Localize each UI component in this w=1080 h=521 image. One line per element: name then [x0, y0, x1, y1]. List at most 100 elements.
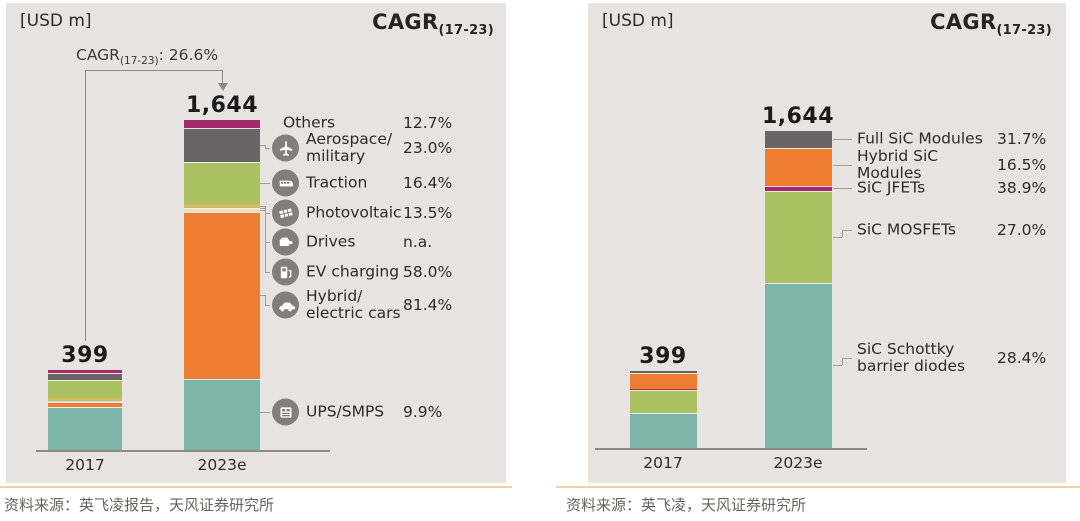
total-label-2017: 399 — [61, 342, 109, 368]
leader-line-aerospace-military — [265, 144, 266, 148]
legend-label-hybrid-electric-cars: Hybrid/electric cars — [306, 287, 401, 322]
legend-cagr-value-full-sic-modules: 31.7% — [997, 130, 1047, 148]
bracket-arrow-stem — [222, 70, 223, 84]
bar-segment-hybrid-electric-cars — [48, 401, 122, 407]
legend-label-sic-jfets: SiC JFETs — [857, 178, 926, 197]
chart-panel-by-application: [USD m] CAGR(17-23) CAGR(17-23): 26.6% 3… — [6, 3, 506, 483]
bar-segment-full-sic-modules — [764, 131, 832, 148]
leader-line-sic-jfets — [833, 188, 852, 189]
stacked-bar-2017 — [629, 371, 697, 448]
legend-cagr-value-sic-schottky-barrier-diodes: 28.4% — [997, 349, 1047, 367]
leader-line-hybrid-sic-modules — [833, 165, 852, 166]
bar-segment-sic-mosfets — [764, 190, 832, 283]
legend-cagr-value-traction: 16.4% — [403, 174, 453, 192]
bar-segment-ev-charging — [184, 208, 260, 212]
leader-line-full-sic-modules — [833, 139, 852, 140]
x-axis-label-2017: 2017 — [65, 456, 105, 474]
bracket-vertical-line — [85, 70, 86, 341]
leader-line-drives — [265, 242, 270, 243]
leader-line-sic-mosfets — [842, 230, 843, 237]
leader-line-ev-charging — [260, 209, 265, 211]
leader-line-sic-schottky-barrier-diodes — [833, 365, 842, 367]
ev-charger-icon — [272, 258, 299, 286]
bar-segment-sic-jfets — [764, 185, 832, 191]
source-note-right: 资料来源：英飞凌，天风证券研究所 — [566, 496, 807, 514]
bar-segment-traction — [184, 161, 260, 205]
cagr-column-header: CAGR(17-23) — [930, 10, 1052, 39]
legend-label-ups-smps: UPS/SMPS — [306, 402, 385, 421]
stacked-bar-2017 — [48, 369, 122, 450]
leader-line-photovoltaic — [260, 205, 265, 207]
legend-label-sic-mosfets: SiC MOSFETs — [857, 220, 956, 239]
legend-cagr-value-ups-smps: 9.9% — [403, 403, 443, 421]
legend-label-sic-schottky-barrier-diodes: SiC Schottky barrier diodes — [857, 340, 966, 375]
separator-rule-left — [0, 486, 512, 488]
x-axis-label-2023e: 2023e — [773, 454, 823, 472]
leader-line-hybrid-electric-cars — [265, 295, 266, 305]
legend-label-traction: Traction — [306, 173, 368, 192]
bar-segment-sic-jfets — [629, 389, 697, 391]
fighter-jet-icon — [272, 134, 299, 162]
total-label-2023e: 1,644 — [185, 93, 259, 119]
stacked-bar-2023e — [184, 120, 260, 450]
power-supply-icon — [272, 398, 299, 426]
cagr-total-annotation: CAGR(17-23): 26.6% — [76, 46, 219, 68]
bar-segment-photovoltaic — [48, 397, 122, 400]
bar-segment-photovoltaic — [184, 204, 260, 207]
bar-segment-sic-schottky-barrier-diodes — [629, 413, 697, 448]
x-axis-label-2023e: 2023e — [197, 456, 247, 474]
legend-label-hybrid-sic-modules: Hybrid SiC Modules — [857, 147, 939, 182]
bracket-horizontal-line — [85, 70, 223, 71]
legend-cagr-value-aerospace-military: 23.0% — [403, 139, 453, 157]
unit-label: [USD m] — [602, 11, 674, 31]
legend-cagr-value-photovoltaic: 13.5% — [403, 204, 453, 222]
bar-segment-drives — [48, 399, 122, 402]
total-label-2023e: 1,644 — [761, 104, 835, 130]
leader-line-ups-smps — [260, 412, 270, 413]
x-axis-line — [36, 450, 330, 452]
leader-line-aerospace-military — [265, 148, 270, 149]
bar-segment-others — [184, 120, 260, 129]
legend-cagr-value-sic-jfets: 38.9% — [997, 179, 1047, 197]
bar-segment-ups-smps — [48, 406, 122, 450]
legend-cagr-value-others: 12.7% — [403, 114, 453, 132]
leader-line-drives — [260, 207, 265, 209]
bar-segment-others — [48, 369, 122, 373]
bar-segment-traction — [48, 379, 122, 398]
bar-segment-sic-schottky-barrier-diodes — [764, 282, 832, 448]
leader-line-traction — [260, 183, 270, 184]
leader-line-ev-charging — [265, 209, 266, 272]
cagr-column-header: CAGR(17-23) — [372, 10, 494, 39]
leader-line-sic-mosfets — [833, 236, 842, 238]
bar-segment-ev-charging — [48, 401, 122, 402]
leader-line-ev-charging — [265, 272, 270, 273]
legend-cagr-value-ev-charging: 58.0% — [403, 263, 453, 281]
legend-cagr-value-hybrid-sic-modules: 16.5% — [997, 156, 1047, 174]
motor-icon — [272, 228, 299, 256]
x-axis-line — [595, 448, 867, 450]
leader-line-hybrid-electric-cars — [265, 305, 270, 306]
bar-segment-hybrid-sic-modules — [764, 148, 832, 186]
source-note-left: 资料来源：英飞凌报告，天风证券研究所 — [4, 496, 275, 514]
leader-line-aerospace-military — [260, 144, 265, 146]
legend-cagr-value-sic-mosfets: 27.0% — [997, 221, 1047, 239]
bar-segment-aerospace-military — [48, 372, 122, 380]
leader-line-sic-schottky-barrier-diodes — [842, 358, 843, 366]
legend-label-ev-charging: EV charging — [306, 262, 400, 281]
legend-label-drives: Drives — [306, 232, 356, 251]
bar-segment-ups-smps — [184, 378, 260, 450]
bar-segment-sic-mosfets — [629, 390, 697, 414]
leader-line-sic-schottky-barrier-diodes — [842, 358, 852, 359]
bar-segment-drives — [184, 206, 260, 209]
bar-segment-aerospace-military — [184, 128, 260, 162]
legend-label-full-sic-modules: Full SiC Modules — [857, 129, 983, 148]
x-axis-label-2017: 2017 — [643, 454, 683, 472]
separator-rule-right — [556, 486, 1080, 488]
bar-segment-full-sic-modules — [629, 371, 697, 373]
car-icon — [272, 291, 299, 319]
bracket-arrowhead-icon — [218, 83, 228, 91]
train-icon — [272, 169, 299, 197]
stacked-bar-2023e — [764, 131, 832, 448]
legend-cagr-value-drives: n.a. — [403, 233, 433, 251]
leader-line-sic-mosfets — [842, 230, 852, 231]
